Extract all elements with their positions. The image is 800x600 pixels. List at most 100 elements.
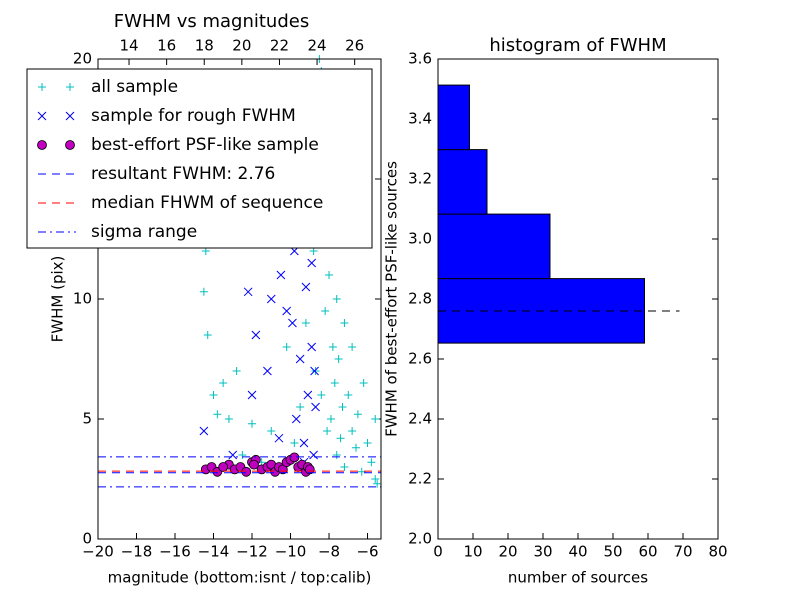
x2-tick-label: 14 xyxy=(119,37,138,55)
x-marker xyxy=(310,366,319,376)
plus-marker xyxy=(224,415,233,423)
x-marker xyxy=(282,306,292,316)
x-tick-label: 30 xyxy=(533,543,552,561)
x-tick-label: −16 xyxy=(159,543,191,561)
y-tick-label: 20 xyxy=(73,50,92,68)
y-tick-label: 0 xyxy=(82,530,92,548)
plus-marker xyxy=(199,287,208,296)
y-tick-label: 2.4 xyxy=(408,410,432,428)
x-tick-label: −8 xyxy=(318,543,340,561)
circle-marker xyxy=(37,140,47,150)
plus-marker xyxy=(321,307,330,315)
circle-marker xyxy=(241,466,252,477)
legend-label: all sample xyxy=(91,77,178,97)
plus-marker xyxy=(248,419,257,428)
plus-marker xyxy=(317,391,326,399)
y-tick-label: 5 xyxy=(82,410,92,428)
x-tick-label: 50 xyxy=(603,543,622,561)
plus-marker xyxy=(332,295,341,303)
x-tick-label: 80 xyxy=(708,543,727,561)
plus-marker xyxy=(373,479,381,488)
y-axis-label: FWHM of best-effort PSF-like sources xyxy=(383,161,401,437)
y-tick-label: 3.0 xyxy=(408,230,432,248)
plus-marker xyxy=(328,343,337,351)
plus-marker xyxy=(353,410,362,419)
x-tick-label: −18 xyxy=(121,543,153,561)
legend-label: median FHWM of sequence xyxy=(91,193,323,213)
y-axis-label: FWHM (pix) xyxy=(49,256,67,343)
x-marker xyxy=(299,438,309,448)
x-tick-label: 20 xyxy=(498,543,517,561)
x-marker xyxy=(303,390,313,400)
plus-marker xyxy=(209,391,218,399)
x2-tick-label: 24 xyxy=(308,37,327,55)
circle-marker xyxy=(65,140,75,150)
histogram-bar xyxy=(437,213,551,280)
chart-title: FWHM vs magnitudes xyxy=(114,11,309,32)
plus-marker xyxy=(334,355,343,363)
y-tick-label: 3.6 xyxy=(408,50,432,68)
y-tick-label: 2.0 xyxy=(408,530,432,548)
x-tick-label: −12 xyxy=(236,543,268,561)
x-tick-label: 10 xyxy=(463,543,482,561)
plus-marker xyxy=(38,83,46,91)
plus-marker xyxy=(340,319,349,327)
plus-marker xyxy=(348,427,357,435)
histogram-bar xyxy=(437,149,488,215)
plus-marker xyxy=(332,451,341,459)
legend-label: sample for rough FWHM xyxy=(91,106,296,126)
x-tick-label: −6 xyxy=(356,543,378,561)
legend-label: resultant FWHM: 2.76 xyxy=(91,164,275,184)
x-tick-label: 70 xyxy=(673,543,692,561)
x2-tick-label: 26 xyxy=(345,37,364,55)
x-marker xyxy=(247,390,257,400)
plus-marker xyxy=(325,271,334,279)
x-tick-label: −10 xyxy=(275,543,307,561)
x-marker xyxy=(276,270,286,280)
legend-label: sigma range xyxy=(91,222,197,242)
x-marker xyxy=(301,282,311,292)
x-tick-label: 40 xyxy=(568,543,587,561)
plus-marker xyxy=(371,415,380,423)
x-marker xyxy=(199,426,209,436)
y-tick-label: 2.8 xyxy=(408,290,432,308)
legend-label: best-effort PSF-like sample xyxy=(91,135,319,155)
x-marker xyxy=(291,414,301,424)
x-marker xyxy=(309,450,318,460)
x-axis-label: number of sources xyxy=(508,569,648,587)
x-axis-label: magnitude (bottom:isnt / top:calib) xyxy=(108,569,372,587)
x2-tick-label: 18 xyxy=(195,37,214,55)
plus-marker xyxy=(282,343,291,351)
x-marker xyxy=(266,294,276,304)
plus-marker xyxy=(330,379,339,387)
x2-tick-label: 22 xyxy=(270,37,289,55)
y-tick-label: 3.4 xyxy=(408,110,432,128)
plus-marker xyxy=(344,391,353,399)
x-marker xyxy=(37,111,47,121)
plus-marker xyxy=(290,439,299,447)
plus-marker xyxy=(238,451,247,459)
plus-marker xyxy=(336,434,345,443)
y-tick-label: 2.6 xyxy=(408,350,432,368)
x-tick-label: −20 xyxy=(82,543,114,561)
circle-marker xyxy=(218,462,229,472)
x2-tick-label: 16 xyxy=(157,37,176,55)
circle-marker xyxy=(249,459,259,470)
plus-marker xyxy=(340,463,349,471)
x-tick-label: −14 xyxy=(198,543,230,561)
plus-marker xyxy=(296,403,305,411)
plus-marker xyxy=(66,83,74,91)
x-marker xyxy=(307,342,317,352)
x-marker xyxy=(65,111,75,121)
x-marker xyxy=(288,318,297,328)
x-marker xyxy=(295,354,305,364)
plus-marker xyxy=(203,331,212,339)
x-marker xyxy=(274,433,284,443)
y-tick-label: 10 xyxy=(73,290,92,308)
plus-marker xyxy=(357,467,366,476)
plus-marker xyxy=(371,475,380,483)
y-tick-label: 3.2 xyxy=(408,170,432,188)
plus-marker xyxy=(213,410,222,419)
axes-frame xyxy=(97,58,382,540)
